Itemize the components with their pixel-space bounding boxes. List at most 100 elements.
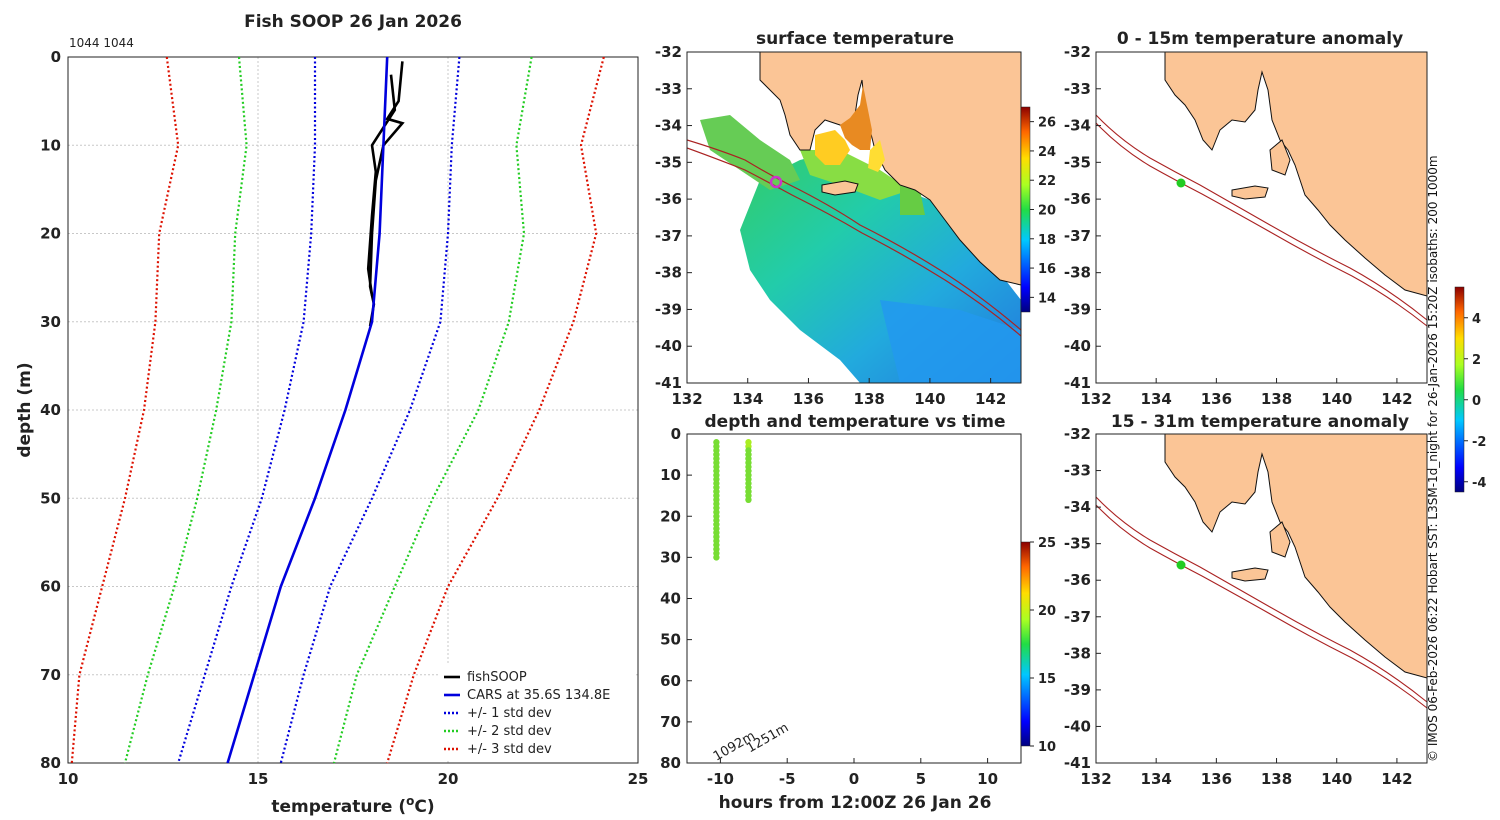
sst-y-tick-label: -41 xyxy=(655,374,682,392)
profile-y-label: depth (m) xyxy=(15,362,35,457)
anomaly-colorbar-tick-label: -4 xyxy=(1472,476,1486,491)
profile-x-tick-label: 15 xyxy=(248,770,269,788)
timeseries-x-tick-label: 0 xyxy=(849,770,859,788)
surface-title: surface temperature xyxy=(756,29,954,49)
anomaly-0-15-y-ticks: -32 -33 -34 -35 -36 -37 -38 -39 -40 -41 xyxy=(1064,43,1101,392)
profile-y-tick-label: 40 xyxy=(40,401,61,419)
sst-colorbar-ticks: 14 16 18 20 22 24 26 xyxy=(1030,116,1056,306)
anomaly-15-31-x-tick-label: 136 xyxy=(1201,770,1232,788)
anomaly-15-31-map xyxy=(1095,433,1428,763)
profile-legend: fishSOOP CARS at 35.6S 134.8E +/- 1 std de… xyxy=(438,664,634,759)
anomaly-0-15-y-tick-label: -36 xyxy=(1064,190,1091,208)
sst-x-tick-label: 138 xyxy=(854,390,885,408)
anomaly-0-15-title: 0 - 15m temperature anomaly xyxy=(1117,29,1403,49)
timeseries-y-tick-label: 20 xyxy=(660,507,681,525)
profile-series-line xyxy=(279,56,461,764)
sst-y-tick-label: -38 xyxy=(655,264,682,282)
timeseries-colorbar xyxy=(1020,541,1031,747)
profile-series xyxy=(70,56,605,764)
timeseries-colorbar-tick-label: 10 xyxy=(1038,740,1056,755)
anomaly-15-31-title: 15 - 31m temperature anomaly xyxy=(1111,412,1409,432)
sst-colorbar-tick-label: 22 xyxy=(1038,174,1056,189)
anomaly-15-31-y-tick-label: -33 xyxy=(1064,462,1091,480)
timeseries-y-ticks: 0 10 20 30 40 50 60 70 80 xyxy=(660,425,692,772)
anomaly-15-31-y-ticks: -32 -33 -34 -35 -36 -37 -38 -39 -40 -41 xyxy=(1064,425,1101,772)
anomaly-colorbar-ticks: 4 2 0 -2 -4 xyxy=(1464,312,1486,491)
timeseries-title: depth and temperature vs time xyxy=(705,412,1006,432)
anomaly-0-15-y-tick-label: -32 xyxy=(1064,43,1091,61)
anomaly-colorbar-tick-label: 0 xyxy=(1472,394,1481,409)
sst-y-tick-label: -39 xyxy=(655,300,682,318)
profile-y-tick-label: 50 xyxy=(40,489,61,507)
timeseries-colorbar-ticks: 25 20 15 10 xyxy=(1030,536,1056,755)
legend-label: +/- 1 std dev xyxy=(467,706,552,721)
sst-y-tick-label: -37 xyxy=(655,227,682,245)
profile-title: Fish SOOP 26 Jan 2026 xyxy=(244,12,462,32)
anomaly-15-31-y-tick-label: -41 xyxy=(1064,754,1091,772)
timeseries-x-tick-label: 5 xyxy=(916,770,926,788)
timeseries-point xyxy=(713,554,720,561)
sst-colorbar-tick-label: 16 xyxy=(1038,262,1056,277)
sst-y-tick-label: -34 xyxy=(655,117,682,135)
timeseries-y-tick-label: 50 xyxy=(660,631,681,649)
anomaly-15-31-y-tick-label: -37 xyxy=(1064,608,1091,626)
anomaly-colorbar-tick-label: 4 xyxy=(1472,312,1481,327)
legend-label: fishSOOP xyxy=(467,670,527,685)
timeseries-y-tick-label: 60 xyxy=(660,672,681,690)
sst-map xyxy=(687,52,1021,383)
profile-grid xyxy=(67,56,639,764)
timeseries-x-tick-label: 10 xyxy=(977,770,998,788)
side-caption: © IMOS 06-Feb-2026 06:22 Hobart SST: L3S… xyxy=(1426,155,1440,762)
sst-colorbar xyxy=(1020,106,1031,313)
timeseries-y-tick-label: 0 xyxy=(671,425,681,443)
anomaly-15-31-axes xyxy=(1095,433,1428,764)
timeseries-y-tick-label: 40 xyxy=(660,590,681,608)
sst-colorbar-tick-label: 18 xyxy=(1038,233,1056,248)
profile-series-line xyxy=(332,56,533,764)
anomaly-0-15-y-tick-label: -33 xyxy=(1064,80,1091,98)
anomaly-0-15-x-tick-label: 142 xyxy=(1381,390,1412,408)
timeseries-colorbar-tick-label: 15 xyxy=(1038,672,1056,687)
anomaly-15-31-x-tick-label: 138 xyxy=(1261,770,1292,788)
timeseries-point xyxy=(745,496,752,503)
timeseries-x-ticks: -10 -5 0 5 10 xyxy=(707,758,998,788)
profile-series-line xyxy=(366,74,397,296)
anomaly-15-31-x-tick-label: 142 xyxy=(1381,770,1412,788)
profile-y-ticks: 0 10 20 30 40 50 60 70 80 xyxy=(40,48,61,772)
anomaly-0-15-x-tick-label: 140 xyxy=(1321,390,1352,408)
anomaly-0-15-marker xyxy=(1176,178,1186,188)
timeseries-y-tick-label: 70 xyxy=(660,713,681,731)
anomaly-colorbar-tick-label: -2 xyxy=(1472,435,1486,450)
sst-y-tick-label: -36 xyxy=(655,190,682,208)
anomaly-colorbar-tick-label: 2 xyxy=(1472,353,1481,368)
anomaly-0-15-map xyxy=(1095,51,1428,383)
sst-y-ticks: -32 -33 -34 -35 -36 -37 -38 -39 -40 -41 xyxy=(655,43,692,392)
anomaly-0-15-x-tick-label: 136 xyxy=(1201,390,1232,408)
profile-y-tick-label: 20 xyxy=(40,225,61,243)
profile-series-line xyxy=(177,57,317,764)
timeseries-y-tick-label: 30 xyxy=(660,548,681,566)
profile-y-tick-label: 30 xyxy=(40,313,61,331)
profile-y-tick-label: 80 xyxy=(40,754,61,772)
anomaly-15-31-marker xyxy=(1176,560,1186,570)
anomaly-15-31-x-tick-label: 132 xyxy=(1080,770,1111,788)
timeseries-colorbar-tick-label: 25 xyxy=(1038,536,1056,551)
anomaly-15-31-y-tick-label: -35 xyxy=(1064,535,1091,553)
anomaly-0-15-y-tick-label: -39 xyxy=(1064,300,1091,318)
legend-label: +/- 3 std dev xyxy=(467,742,552,757)
sst-y-tick-label: -33 xyxy=(655,80,682,98)
anomaly-0-15-y-tick-label: -35 xyxy=(1064,153,1091,171)
timeseries-x-tick-label: -10 xyxy=(707,770,734,788)
anomaly-15-31-x-tick-label: 140 xyxy=(1321,770,1352,788)
sst-colorbar-tick-label: 20 xyxy=(1038,204,1056,219)
sst-colorbar-tick-label: 14 xyxy=(1038,291,1056,306)
profile-axes xyxy=(67,56,639,764)
timeseries-annotation: 1251m xyxy=(744,720,791,756)
timeseries-y-tick-label: 80 xyxy=(660,754,681,772)
anomaly-15-31-y-tick-label: -34 xyxy=(1064,498,1091,516)
sst-x-tick-label: 140 xyxy=(914,390,945,408)
profile-y-tick-label: 10 xyxy=(40,136,61,154)
sst-y-tick-label: -32 xyxy=(655,43,682,61)
anomaly-15-31-y-tick-label: -39 xyxy=(1064,681,1091,699)
